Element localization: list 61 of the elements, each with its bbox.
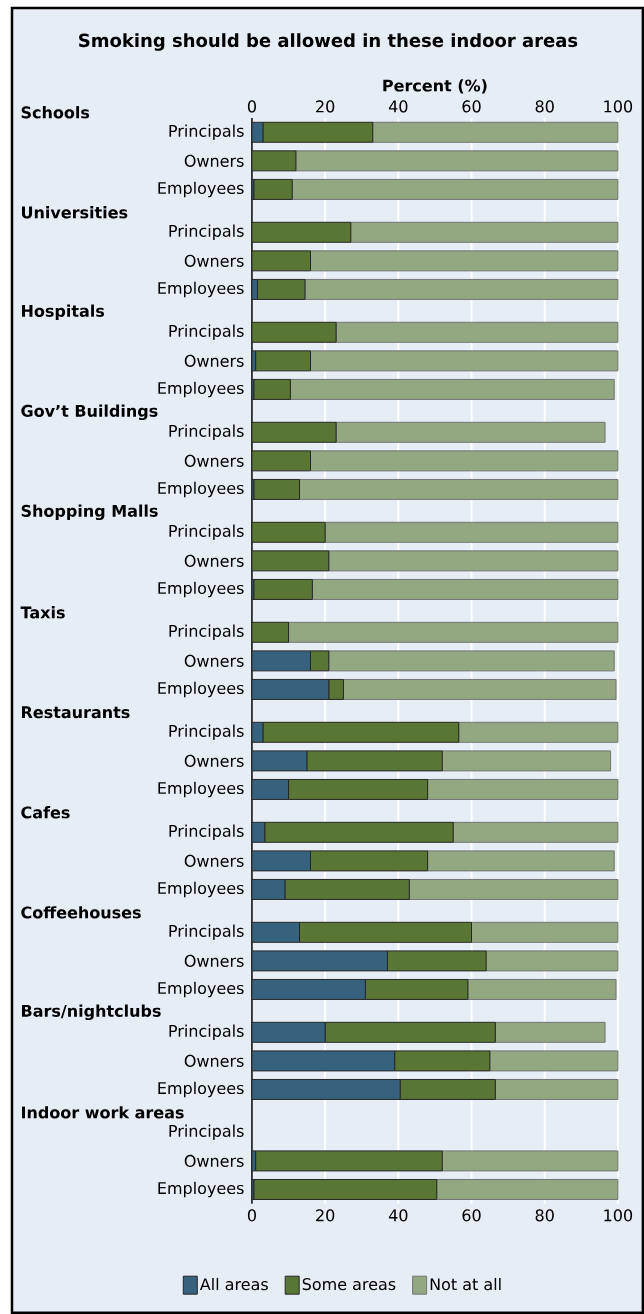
y-tick-label: Owners [184, 754, 244, 767]
x-tick-label: 100 [604, 1209, 633, 1222]
x2-tick-label: 40 [388, 100, 408, 113]
y-tick-label: Principals [169, 324, 244, 341]
text: Schools [21, 106, 90, 119]
y-tick-label: Owners [184, 154, 244, 167]
y-tick-label: Owners [184, 254, 244, 267]
y-tick-label: Employees [158, 181, 244, 198]
x2-tick-label: 0 [247, 100, 256, 113]
text: Gov’t Buildings [21, 404, 158, 421]
y-tick-label: Principals [169, 1024, 244, 1041]
y-tick-label: Principals [169, 824, 244, 841]
y-tick-label: Principals [169, 924, 244, 941]
y-tick-label: Employees [158, 781, 244, 798]
text: Universities [21, 206, 128, 219]
x-tick-label: 60 [462, 1209, 481, 1222]
y-tick-label: Employees [158, 881, 244, 898]
y-tick-label: Principals [169, 524, 244, 541]
y-tick-label: Owners [184, 354, 244, 367]
y-tick-label: Principals [169, 724, 244, 741]
y-tick-label: Employees [158, 581, 244, 598]
x-tick-label: 80 [535, 1209, 554, 1222]
y-tick-label: Principals [169, 1124, 244, 1141]
x2-tick-label: 20 [316, 100, 335, 113]
x-tick-label: 20 [316, 1209, 335, 1222]
y-tick-label: Owners [184, 1154, 244, 1167]
y-tick-label: Principals [169, 224, 244, 241]
text: Indoor work areas [21, 1106, 184, 1119]
x-tick-label: 40 [388, 1209, 408, 1222]
y-tick-label: Principals [169, 124, 244, 141]
y-tick-label: Owners [184, 1054, 244, 1067]
x-tick-label: 0 [247, 1209, 256, 1222]
y-tick-label: Owners [184, 454, 244, 467]
x2-tick-label: 80 [535, 100, 554, 113]
text: Taxis [20, 606, 65, 619]
y-tick-label: Owners [184, 654, 244, 667]
y-tick-label: Employees [158, 281, 244, 298]
y-tick-label: Employees [158, 481, 244, 498]
y-tick-label: Owners [184, 854, 244, 867]
x-axis-title: Percent (%) [383, 79, 487, 94]
text: Shopping Malls [21, 504, 158, 521]
legend-label: Some areas [302, 1278, 396, 1291]
y-tick-label: Employees [158, 1181, 244, 1198]
y-tick-label: Owners [184, 954, 244, 967]
x2-tick-label: 60 [462, 100, 481, 113]
y-tick-label: Employees [158, 981, 244, 998]
y-tick-label: Principals [169, 624, 244, 641]
x2-tick-label: 100 [604, 100, 633, 113]
text: Coffeehouses [21, 906, 141, 919]
y-tick-label: Owners [184, 554, 244, 567]
text: Hospitals [21, 304, 104, 321]
legend-label: All areas [199, 1277, 268, 1291]
legend-label: Not at all [430, 1277, 501, 1291]
y-tick-label: Principals [169, 424, 244, 441]
y-tick-label: Employees [158, 681, 244, 698]
y-tick-label: Employees [158, 1081, 244, 1098]
text: Cafes [21, 806, 70, 819]
text: Bars/nightclubs [21, 1004, 161, 1021]
text: Restaurants [21, 706, 130, 719]
y-tick-label: Employees [158, 381, 244, 398]
chart-title: Smoking should be allowed in these indoor areas [79, 33, 578, 51]
